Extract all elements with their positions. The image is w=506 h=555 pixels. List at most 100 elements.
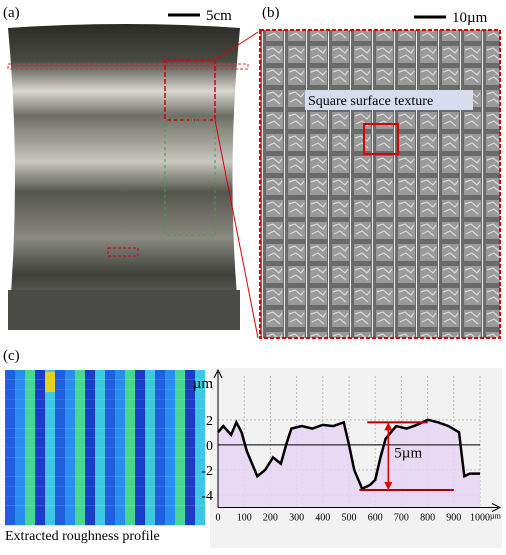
heat-cell xyxy=(75,389,85,400)
heat-cell xyxy=(95,418,105,429)
heat-cell xyxy=(75,515,85,526)
connector xyxy=(214,119,259,339)
heat-cell xyxy=(45,399,55,409)
heat-cell xyxy=(135,418,145,429)
axis-arrow xyxy=(213,368,223,379)
heat-cell xyxy=(165,379,175,390)
heat-cell xyxy=(195,379,205,390)
heat-cell xyxy=(55,408,65,419)
heat-cell xyxy=(145,476,155,487)
heat-cell xyxy=(195,389,205,400)
heat-cell xyxy=(55,389,65,400)
heat-cell xyxy=(55,505,65,516)
heat-cell xyxy=(145,370,155,380)
heat-cell xyxy=(155,467,165,477)
panel-label: (c) xyxy=(3,348,20,364)
heat-cell xyxy=(45,418,55,429)
heat-cell xyxy=(155,418,165,429)
x-tick-label: 800 xyxy=(420,513,435,524)
heat-cell xyxy=(105,496,115,506)
heat-cell xyxy=(145,505,155,516)
photo-base xyxy=(8,290,240,330)
heat-cell xyxy=(65,505,75,516)
heat-cell xyxy=(105,467,115,477)
heat-cell xyxy=(135,476,145,487)
heat-cell xyxy=(125,428,135,438)
label-bg xyxy=(305,90,473,110)
heat-cell xyxy=(145,399,155,409)
dashed-box xyxy=(7,63,249,70)
heat-cell xyxy=(185,496,195,506)
heat-cell xyxy=(115,399,125,409)
heat-cell xyxy=(155,370,165,380)
heat-cell xyxy=(15,457,25,467)
heat-cell xyxy=(175,467,185,477)
heat-cell xyxy=(5,379,15,390)
heat-cell xyxy=(35,437,45,448)
heat-cell xyxy=(95,515,105,526)
heat-cell xyxy=(15,418,25,429)
heat-cell xyxy=(5,467,15,477)
heat-cell xyxy=(145,457,155,467)
heat-cell xyxy=(5,408,15,419)
y-tick-label: -4 xyxy=(201,489,213,504)
heat-cell xyxy=(175,408,185,419)
heat-cell xyxy=(125,399,135,409)
heat-cell xyxy=(105,457,115,467)
heat-cell xyxy=(165,447,175,458)
heat-cell xyxy=(95,447,105,458)
heat-cell xyxy=(115,370,125,380)
heat-cell xyxy=(85,399,95,409)
heat-cell xyxy=(45,457,55,467)
heat-cell xyxy=(95,457,105,467)
heat-cell xyxy=(5,447,15,458)
heat-cell xyxy=(195,408,205,419)
heat-cell xyxy=(155,496,165,506)
heat-cell xyxy=(185,486,195,497)
heat-cell xyxy=(35,467,45,477)
heat-cell xyxy=(75,379,85,390)
heat-cell xyxy=(85,389,95,400)
heat-cell xyxy=(75,418,85,429)
dashed-box xyxy=(107,247,139,257)
heat-cell xyxy=(115,379,125,390)
heat-cell xyxy=(15,467,25,477)
heat-cell xyxy=(185,408,195,419)
heat-cell xyxy=(135,408,145,419)
heat-cell xyxy=(15,515,25,526)
heat-cell xyxy=(85,505,95,516)
heat-cell xyxy=(45,476,55,487)
heat-cell xyxy=(65,486,75,497)
heat-cell xyxy=(195,428,205,438)
heat-cell xyxy=(145,428,155,438)
heat-cell xyxy=(15,370,25,380)
heat-cell xyxy=(25,399,35,409)
heat-cell xyxy=(85,467,95,477)
heat-cell xyxy=(65,408,75,419)
heat-cell xyxy=(5,486,15,497)
heat-cell xyxy=(165,408,175,419)
heat-cell xyxy=(115,408,125,419)
heat-cell xyxy=(25,486,35,497)
heat-cell xyxy=(135,389,145,400)
heat-cell xyxy=(145,389,155,400)
heat-cell xyxy=(5,437,15,448)
heat-cell xyxy=(15,379,25,390)
heat-cell xyxy=(105,408,115,419)
heat-cell xyxy=(185,418,195,429)
heat-cell xyxy=(165,476,175,487)
heat-cell xyxy=(105,505,115,516)
heat-cell xyxy=(185,447,195,458)
heat-cell xyxy=(65,467,75,477)
heat-cell xyxy=(85,457,95,467)
heat-cell xyxy=(175,428,185,438)
heat-cell xyxy=(175,379,185,390)
heat-cell xyxy=(155,486,165,497)
heat-cell xyxy=(35,379,45,390)
heat-cell xyxy=(25,457,35,467)
heat-cell xyxy=(85,370,95,380)
heat-cell xyxy=(55,496,65,506)
x-tick-label: 400 xyxy=(315,513,330,524)
heat-cell xyxy=(125,379,135,390)
